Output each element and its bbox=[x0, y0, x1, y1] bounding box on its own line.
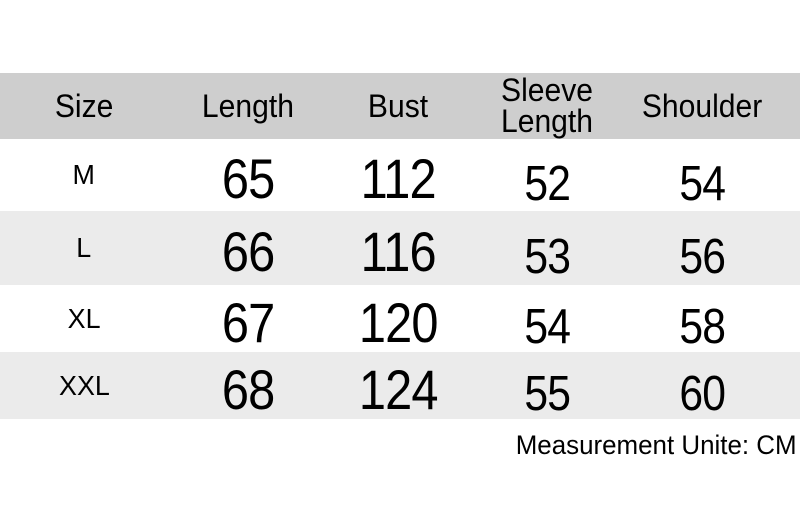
cell-xxl-shoulder: 60 bbox=[626, 370, 778, 419]
cell-xl-bust: 120 bbox=[328, 290, 468, 354]
measurement-unit-text: Measurement Unite: CM bbox=[516, 430, 797, 460]
cell-l-length: 66 bbox=[168, 224, 328, 280]
table-row-l: L 66 116 53 56 bbox=[0, 211, 800, 285]
cell-m-bust: 112 bbox=[328, 151, 468, 207]
table-row-m: M 65 112 52 54 bbox=[0, 139, 800, 211]
value-xxl-sleeve-length: 55 bbox=[524, 367, 571, 421]
table-header-row: Size Length Bust Sleeve Length Shoulder bbox=[0, 73, 800, 139]
cell-xxl-size: XXL bbox=[0, 369, 168, 401]
cell-l-size: L bbox=[0, 234, 168, 262]
cell-l-sleeve-length: 53 bbox=[468, 229, 626, 284]
size-label-xxl: XXL bbox=[58, 369, 110, 401]
header-cell-length: Length bbox=[168, 87, 328, 124]
cell-xl-size: XL bbox=[0, 302, 168, 334]
cell-l-bust: 116 bbox=[328, 224, 468, 280]
value-l-shoulder: 56 bbox=[679, 229, 726, 284]
cell-m-length: 65 bbox=[168, 151, 328, 207]
value-m-bust: 112 bbox=[360, 147, 436, 210]
value-m-sleeve-length: 52 bbox=[524, 156, 571, 211]
size-label-xl: XL bbox=[67, 302, 101, 334]
header-cell-shoulder: Shoulder bbox=[626, 87, 778, 124]
header-label-size: Size bbox=[54, 87, 114, 124]
value-xl-shoulder: 58 bbox=[679, 300, 726, 354]
value-xxl-shoulder: 60 bbox=[679, 367, 726, 421]
table-row-xl: XL 67 120 54 58 bbox=[0, 285, 800, 352]
value-xl-bust: 120 bbox=[358, 290, 439, 354]
header-label-shoulder: Shoulder bbox=[641, 87, 763, 124]
cell-xl-shoulder: 58 bbox=[626, 303, 778, 352]
cell-m-sleeve-length: 52 bbox=[468, 156, 626, 211]
value-xl-length: 67 bbox=[221, 290, 275, 354]
cell-m-size: M bbox=[0, 161, 168, 189]
value-l-bust: 116 bbox=[360, 220, 436, 283]
size-label-l: L bbox=[76, 232, 92, 263]
cell-xl-sleeve-length: 54 bbox=[468, 303, 626, 352]
value-m-length: 65 bbox=[221, 147, 275, 210]
size-table: Size Length Bust Sleeve Length Shoulder … bbox=[0, 73, 800, 419]
size-label-m: M bbox=[72, 159, 96, 190]
value-xxl-bust: 124 bbox=[358, 357, 439, 421]
cell-xxl-bust: 124 bbox=[328, 357, 468, 421]
header-cell-size: Size bbox=[0, 87, 168, 124]
cell-m-shoulder: 54 bbox=[626, 156, 778, 211]
cell-xl-length: 67 bbox=[168, 290, 328, 354]
value-xxl-length: 68 bbox=[221, 357, 275, 421]
header-label-sleeve-length: Sleeve Length bbox=[500, 72, 594, 139]
value-xl-sleeve-length: 54 bbox=[524, 300, 571, 354]
header-label-bust: Bust bbox=[367, 87, 429, 124]
cell-xxl-sleeve-length: 55 bbox=[468, 370, 626, 419]
value-m-shoulder: 54 bbox=[679, 156, 726, 211]
cell-l-shoulder: 56 bbox=[626, 229, 778, 284]
header-label-length: Length bbox=[201, 87, 295, 124]
measurement-unit-note: Measurement Unite: CM bbox=[504, 430, 797, 461]
value-l-length: 66 bbox=[221, 220, 275, 283]
table-row-xxl: XXL 68 124 55 60 bbox=[0, 352, 800, 419]
cell-xxl-length: 68 bbox=[168, 357, 328, 421]
value-l-sleeve-length: 53 bbox=[524, 229, 571, 284]
header-cell-bust: Bust bbox=[328, 87, 468, 124]
header-cell-sleeve-length: Sleeve Length bbox=[468, 72, 626, 139]
